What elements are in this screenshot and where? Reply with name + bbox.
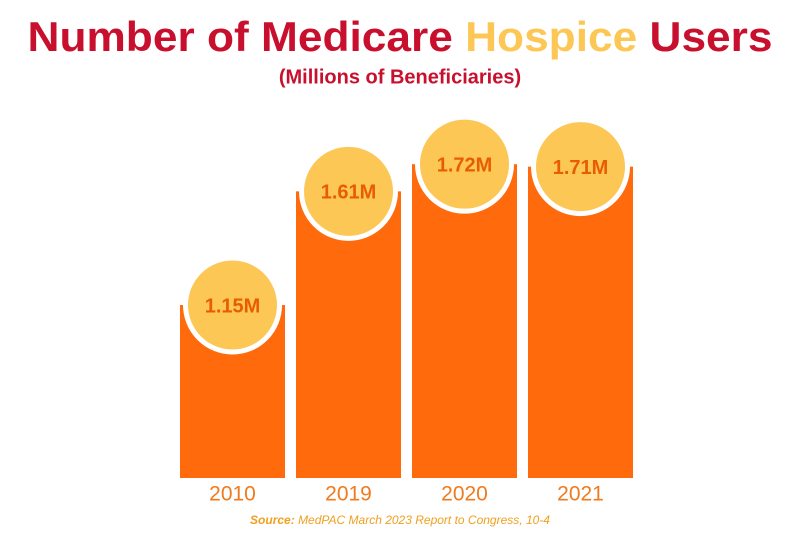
value-badge bbox=[299, 141, 398, 241]
source-label: Source: bbox=[250, 513, 295, 527]
x-tick-label: 2010 bbox=[209, 483, 256, 506]
source-text: MedPAC March 2023 Report to Congress, 10… bbox=[298, 513, 550, 527]
chart-title: Number of Medicare Hospice Users bbox=[28, 13, 773, 60]
title-highlight: Hospice bbox=[465, 13, 637, 60]
x-tick-label: 2021 bbox=[557, 483, 604, 506]
value-badge bbox=[183, 255, 282, 355]
x-tick-label: 2020 bbox=[441, 483, 488, 506]
x-tick-label: 2019 bbox=[325, 483, 372, 506]
value-badge bbox=[415, 114, 514, 214]
value-label: 1.61M bbox=[321, 182, 377, 204]
value-label: 1.71M bbox=[553, 157, 609, 179]
bar bbox=[528, 166, 633, 478]
value-badge bbox=[531, 117, 630, 217]
source-note: Source: MedPAC March 2023 Report to Cong… bbox=[250, 513, 550, 527]
bar bbox=[412, 164, 517, 478]
value-label: 1.15M bbox=[205, 295, 261, 317]
chart-subtitle: (Millions of Beneficiaries) bbox=[279, 66, 521, 88]
title-part: Number of Medicare bbox=[28, 13, 453, 60]
title-part: Users bbox=[650, 13, 773, 60]
value-label: 1.72M bbox=[437, 154, 493, 176]
